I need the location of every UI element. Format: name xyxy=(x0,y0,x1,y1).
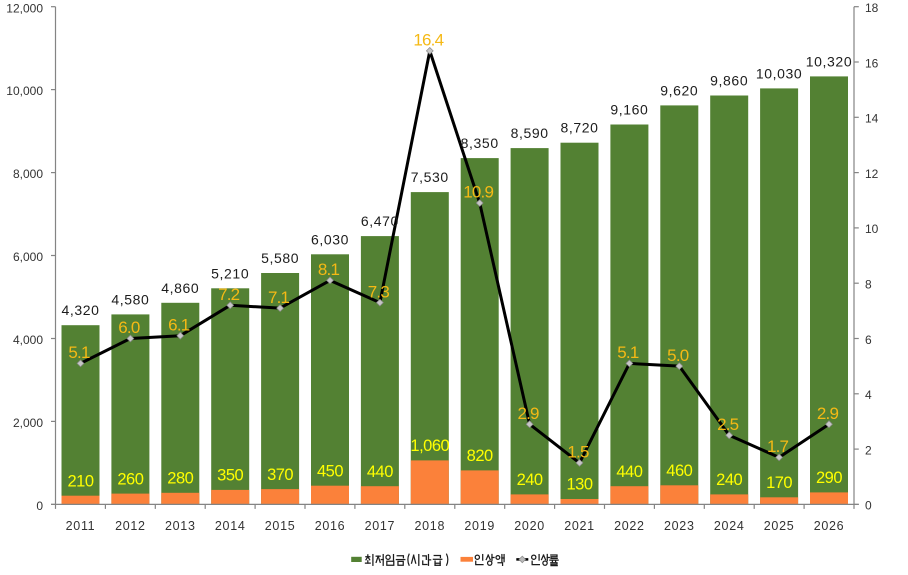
svg-text:4,320: 4,320 xyxy=(61,302,99,318)
svg-text:4,860: 4,860 xyxy=(161,280,199,296)
svg-text:2013: 2013 xyxy=(165,519,196,533)
svg-text:9,860: 9,860 xyxy=(710,73,748,89)
svg-text:440: 440 xyxy=(616,463,642,481)
svg-text:240: 240 xyxy=(716,471,742,489)
svg-text:0: 0 xyxy=(36,499,43,513)
svg-text:5,210: 5,210 xyxy=(211,265,249,281)
svg-text:10: 10 xyxy=(865,222,879,236)
svg-text:1,060: 1,060 xyxy=(410,437,449,455)
svg-text:350: 350 xyxy=(217,467,243,485)
svg-text:10,030: 10,030 xyxy=(756,65,802,81)
svg-text:130: 130 xyxy=(566,476,592,494)
svg-text:2012: 2012 xyxy=(115,519,146,533)
svg-text:16: 16 xyxy=(865,56,879,70)
svg-text:0: 0 xyxy=(865,499,872,513)
svg-text:210: 210 xyxy=(67,472,93,490)
svg-text:2.9: 2.9 xyxy=(817,404,839,423)
svg-text:2015: 2015 xyxy=(265,519,296,533)
svg-text:2,000: 2,000 xyxy=(13,416,43,430)
svg-text:450: 450 xyxy=(317,462,343,480)
svg-text:2023: 2023 xyxy=(664,519,695,533)
svg-text:6,030: 6,030 xyxy=(311,231,349,247)
svg-text:5,580: 5,580 xyxy=(261,250,299,266)
svg-text:2024: 2024 xyxy=(714,519,745,533)
svg-text:14: 14 xyxy=(865,112,879,126)
svg-text:7.1: 7.1 xyxy=(268,288,290,307)
svg-text:4,580: 4,580 xyxy=(111,291,149,307)
svg-text:6: 6 xyxy=(865,333,872,347)
svg-text:2014: 2014 xyxy=(215,519,246,533)
svg-text:2.9: 2.9 xyxy=(517,404,539,423)
svg-text:2017: 2017 xyxy=(365,519,396,533)
svg-text:8,350: 8,350 xyxy=(461,135,499,151)
svg-text:440: 440 xyxy=(367,463,393,481)
svg-text:6,470: 6,470 xyxy=(361,213,399,229)
svg-text:370: 370 xyxy=(267,466,293,484)
svg-text:2022: 2022 xyxy=(614,519,645,533)
svg-text:2016: 2016 xyxy=(315,519,346,533)
svg-text:1.5: 1.5 xyxy=(567,443,589,462)
svg-text:12,000: 12,000 xyxy=(6,1,43,15)
svg-text:9,160: 9,160 xyxy=(610,102,648,118)
svg-text:12: 12 xyxy=(865,167,879,181)
svg-text:4: 4 xyxy=(865,388,872,402)
svg-text:10,320: 10,320 xyxy=(806,53,852,69)
svg-text:5.1: 5.1 xyxy=(617,343,639,362)
svg-text:8.1: 8.1 xyxy=(318,260,340,279)
svg-text:10.9: 10.9 xyxy=(463,183,493,202)
svg-text:2011: 2011 xyxy=(66,519,96,533)
svg-text:9,620: 9,620 xyxy=(660,82,698,98)
svg-text:7.2: 7.2 xyxy=(218,285,240,304)
svg-text:2: 2 xyxy=(865,443,872,457)
svg-text:6,000: 6,000 xyxy=(13,250,43,264)
svg-text:2025: 2025 xyxy=(764,519,795,533)
svg-text:260: 260 xyxy=(117,470,143,488)
svg-text:8: 8 xyxy=(865,278,872,292)
svg-text:5.1: 5.1 xyxy=(68,343,90,362)
svg-text:2026: 2026 xyxy=(814,519,845,533)
svg-text:280: 280 xyxy=(167,470,193,488)
svg-text:8,720: 8,720 xyxy=(560,120,598,136)
svg-text:170: 170 xyxy=(766,474,792,492)
svg-text:290: 290 xyxy=(816,469,842,487)
svg-text:2021: 2021 xyxy=(564,519,595,533)
svg-text:10,000: 10,000 xyxy=(6,84,43,98)
svg-text:2018: 2018 xyxy=(414,519,445,533)
svg-text:240: 240 xyxy=(517,471,543,489)
svg-text:18: 18 xyxy=(865,1,879,15)
svg-text:2019: 2019 xyxy=(464,519,495,533)
svg-text:1.7: 1.7 xyxy=(767,437,789,456)
svg-text:6.1: 6.1 xyxy=(168,315,190,334)
svg-text:5.0: 5.0 xyxy=(667,346,689,365)
svg-text:2020: 2020 xyxy=(514,519,545,533)
svg-text:6.0: 6.0 xyxy=(118,318,140,337)
svg-text:4,000: 4,000 xyxy=(13,333,43,347)
svg-text:7,530: 7,530 xyxy=(411,169,449,185)
svg-text:16.4: 16.4 xyxy=(413,31,443,50)
svg-text:7.3: 7.3 xyxy=(368,282,390,301)
svg-text:460: 460 xyxy=(666,462,692,480)
svg-text:8,590: 8,590 xyxy=(511,125,549,141)
svg-text:8,000: 8,000 xyxy=(13,167,43,181)
svg-text:820: 820 xyxy=(467,447,493,465)
svg-text:2.5: 2.5 xyxy=(717,415,739,434)
